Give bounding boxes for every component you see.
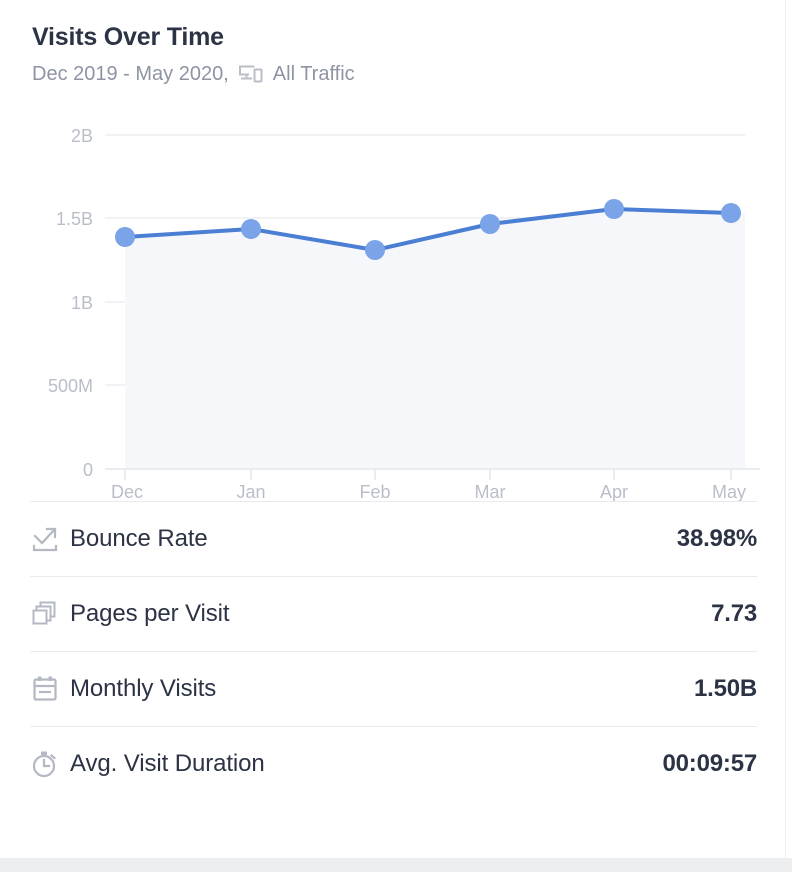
stopwatch-icon (30, 749, 70, 779)
traffic-scope-label: All Traffic (272, 63, 355, 85)
x-tick-label: Mar (475, 482, 506, 501)
data-point-apr[interactable] (604, 199, 624, 219)
metric-row-pages-per-visit[interactable]: Pages per Visit 7.73 (30, 576, 757, 651)
chart-area-fill (125, 209, 745, 469)
date-range-label: Dec 2019 - May 2020, (32, 63, 229, 85)
x-tick-label: Apr (600, 482, 628, 501)
y-tick-label: 1.5B (56, 209, 93, 229)
chart-data-line (123, 207, 733, 252)
metric-value: 7.73 (711, 600, 757, 627)
data-point-mar[interactable] (480, 214, 500, 234)
x-tick-label: Feb (359, 482, 390, 501)
metric-label: Monthly Visits (70, 675, 217, 702)
data-point-jan[interactable] (241, 219, 261, 239)
card-header: Visits Over Time Dec 2019 - May 2020, Al… (0, 0, 785, 87)
metrics-list: Bounce Rate 38.98% Pages per Visit 7.73 (30, 501, 757, 801)
y-tick-label: 1B (71, 293, 93, 313)
chart-y-axis: 2B 1.5B 1B 500M 0 (48, 126, 93, 480)
chart-x-ticks (124, 469, 732, 480)
bounce-rate-icon (30, 524, 70, 554)
metric-row-monthly-visits[interactable]: Monthly Visits 1.50B (30, 651, 757, 726)
metric-value: 38.98% (676, 525, 757, 552)
card-subtitle: Dec 2019 - May 2020, All Traffic (32, 61, 785, 87)
page-background-strip (0, 858, 792, 872)
y-tick-label: 500M (48, 376, 93, 396)
chart-data-points (115, 199, 741, 260)
x-tick-label: May (712, 482, 746, 501)
pages-icon (30, 599, 70, 629)
x-tick-label: Dec (111, 482, 143, 501)
y-tick-label: 2B (71, 126, 93, 146)
metric-label: Avg. Visit Duration (70, 750, 265, 777)
page-title: Visits Over Time (32, 23, 224, 51)
visits-over-time-card: Visits Over Time Dec 2019 - May 2020, Al… (0, 0, 786, 858)
data-point-dec[interactable] (115, 227, 135, 247)
visits-line-chart: 2B 1.5B 1B 500M 0 (0, 101, 786, 501)
chart-svg: 2B 1.5B 1B 500M 0 (48, 126, 760, 501)
metric-row-bounce-rate[interactable]: Bounce Rate 38.98% (30, 501, 757, 576)
y-tick-label: 0 (83, 460, 93, 480)
calendar-icon (30, 674, 70, 704)
metric-label: Bounce Rate (70, 525, 208, 552)
data-point-may[interactable] (721, 203, 741, 223)
metric-label: Pages per Visit (70, 600, 230, 627)
chart-x-axis: Dec Jan Feb Mar Apr May (111, 482, 746, 501)
data-point-feb[interactable] (365, 240, 385, 260)
x-tick-label: Jan (236, 482, 265, 501)
devices-icon (238, 63, 264, 87)
metric-value: 1.50B (693, 675, 757, 702)
metric-row-avg-visit-duration[interactable]: Avg. Visit Duration 00:09:57 (30, 726, 757, 801)
metric-value: 00:09:57 (662, 750, 758, 777)
